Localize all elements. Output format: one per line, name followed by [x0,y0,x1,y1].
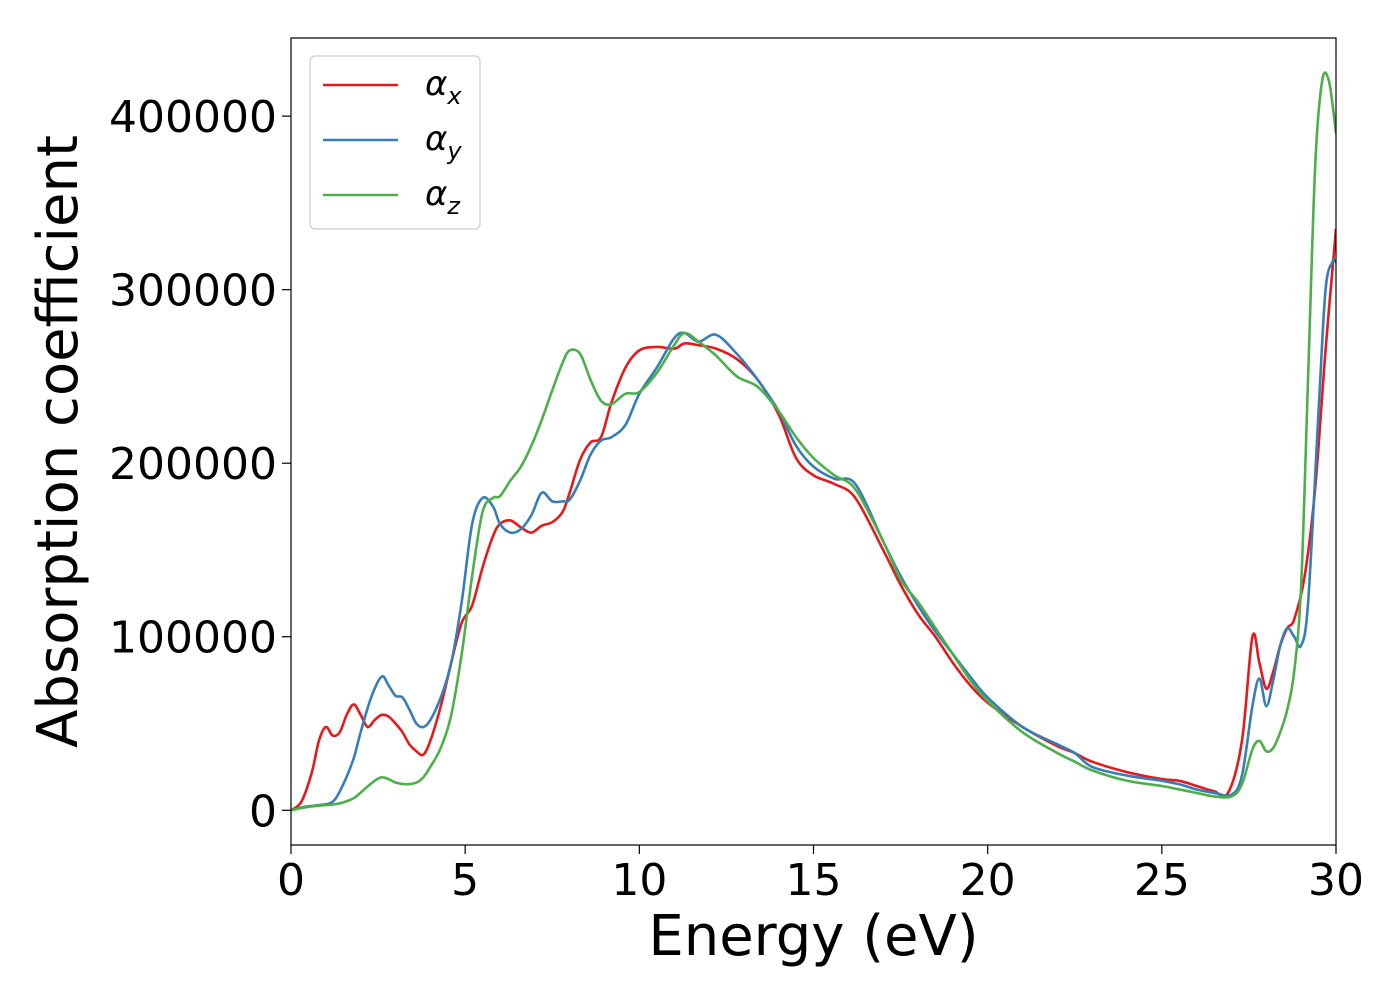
y-tick-label: 300000 [109,266,277,317]
x-tick-label: 0 [277,855,305,906]
x-tick-label: 5 [451,855,479,906]
x-axis-label: Energy (eV) [648,904,978,969]
x-tick-label: 25 [1134,855,1190,906]
x-tick-label: 20 [960,855,1016,906]
series-layer [291,71,1336,812]
x-tick-label: 15 [786,855,842,906]
legend-box [309,55,481,230]
series-line-y [291,258,1336,812]
series-line-x [291,228,1336,812]
legend: αx αy αz [309,55,481,230]
x-axis: 0 5 10 15 20 25 30 [277,845,1364,906]
legend-label-x: αx [425,64,462,110]
y-axis: 0 100000 200000 300000 400000 [109,92,291,837]
y-tick-label: 200000 [109,439,277,490]
x-tick-label: 30 [1308,855,1364,906]
legend-label-z: αz [425,174,461,220]
y-tick-label: 100000 [109,613,277,664]
y-tick-label: 0 [249,786,277,837]
series-line-z [291,71,1336,812]
y-tick-label: 400000 [109,92,277,143]
x-tick-label: 10 [611,855,667,906]
y-axis-label: Absorption coefficient [26,135,91,748]
legend-label-y: αy [425,119,462,165]
